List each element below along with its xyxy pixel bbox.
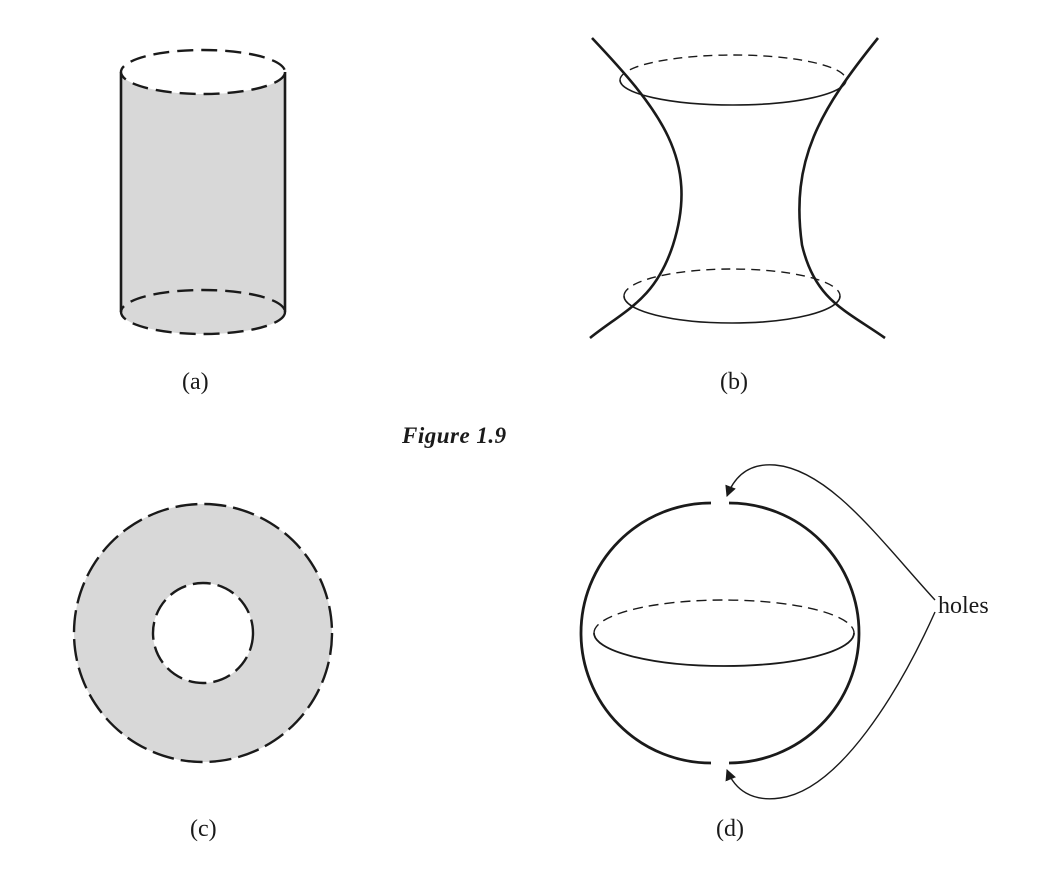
- holes-bottom-arrow: [725, 611, 936, 800]
- holes-top-arrow: [725, 464, 936, 601]
- sphere-equator-front: [593, 632, 855, 667]
- annulus-inner-boundary: [151, 581, 255, 685]
- hyperboloid-lower-ring-front: [623, 295, 841, 324]
- hyperboloid-upper-ring-front: [619, 79, 847, 106]
- hyperboloid-upper-ring-back: [619, 54, 847, 81]
- sphere-equator-back: [593, 599, 855, 634]
- panel-b-label: (b): [720, 369, 748, 395]
- cylinder-top-boundary: [119, 48, 287, 96]
- holes-annotation: holes: [938, 593, 989, 619]
- annulus-outer-boundary: [72, 502, 334, 764]
- panel-d-label: (d): [716, 816, 744, 842]
- cylinder-shape: [119, 48, 287, 336]
- annulus-shape: [72, 502, 334, 764]
- annulus-surface: [74, 504, 332, 762]
- panel-c-label: (c): [190, 816, 217, 842]
- hyperboloid-left-curve: [589, 37, 683, 340]
- hyperboloid-shape: [589, 37, 886, 340]
- sphere-shape: [579, 464, 936, 800]
- figure-caption: Figure 1.9: [402, 423, 507, 448]
- cylinder-bottom-boundary: [119, 288, 287, 336]
- panel-a-label: (a): [182, 369, 209, 395]
- sphere-outline: [728, 501, 861, 765]
- hyperboloid-right-curve: [798, 37, 886, 340]
- hyperboloid-lower-ring-back: [623, 268, 841, 297]
- cylinder-surface: [121, 50, 285, 334]
- sphere-outline-left: [579, 501, 712, 765]
